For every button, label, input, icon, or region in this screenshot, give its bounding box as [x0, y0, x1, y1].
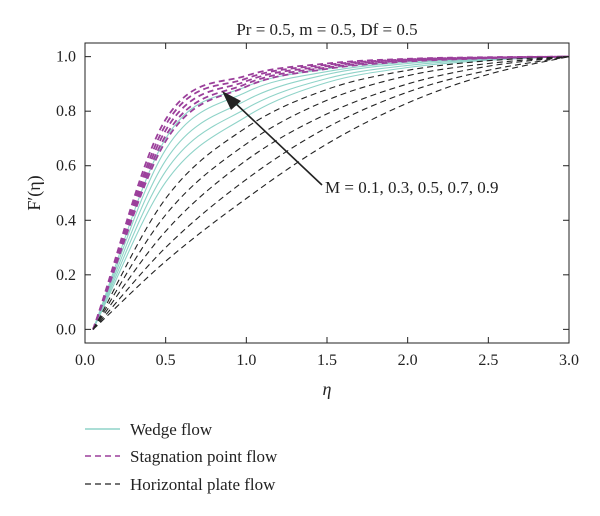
legend: Wedge flow Stagnation point flow Horizon… — [85, 420, 278, 494]
x-tick-label: 2.0 — [398, 352, 418, 369]
y-tick-label: 1.0 — [56, 49, 76, 66]
curves-group — [92, 55, 570, 330]
curve-wedge-m07 — [92, 56, 570, 330]
y-tick-label: 0.6 — [56, 158, 76, 175]
chart-title: Pr = 0.5, m = 0.5, Df = 0.5 — [236, 20, 417, 39]
y-axis-label: F′(η) — [24, 175, 45, 210]
legend-label-wedge: Wedge flow — [130, 420, 213, 439]
curve-stagnation-m05 — [92, 55, 570, 330]
x-tick-label: 2.5 — [478, 352, 498, 369]
y-tick-label: 0.4 — [56, 212, 76, 229]
annotation-arrow — [222, 91, 323, 186]
x-tick-label: 3.0 — [559, 352, 579, 369]
x-axis-label: η — [323, 379, 332, 399]
curve-stagnation-m09 — [92, 55, 570, 330]
curve-horizontal-m09 — [92, 56, 570, 330]
x-tick-label: 1.5 — [317, 352, 337, 369]
curve-stagnation-m01 — [92, 55, 570, 330]
axis-ticks: 0.0 0.5 1.0 1.5 2.0 2.5 3.0 0.0 0.2 0.4 0.6 0.8 1.0 — [56, 43, 579, 369]
x-tick-label: 1.0 — [236, 352, 256, 369]
curve-wedge-m09 — [92, 56, 570, 330]
x-tick-label: 0.0 — [75, 352, 95, 369]
y-tick-label: 0.0 — [56, 321, 76, 338]
curve-horizontal-m03 — [92, 56, 570, 330]
legend-label-stagnation: Stagnation point flow — [130, 447, 278, 466]
curve-horizontal-m05 — [92, 56, 570, 330]
y-tick-label: 0.2 — [56, 267, 76, 284]
annotation-text: M = 0.1, 0.3, 0.5, 0.7, 0.9 — [325, 178, 498, 197]
curve-horizontal-m07 — [92, 56, 570, 330]
x-tick-label: 0.5 — [156, 352, 176, 369]
curve-horizontal-m01 — [92, 56, 570, 330]
y-tick-label: 0.8 — [56, 103, 76, 120]
legend-label-horizontal: Horizontal plate flow — [130, 475, 276, 494]
